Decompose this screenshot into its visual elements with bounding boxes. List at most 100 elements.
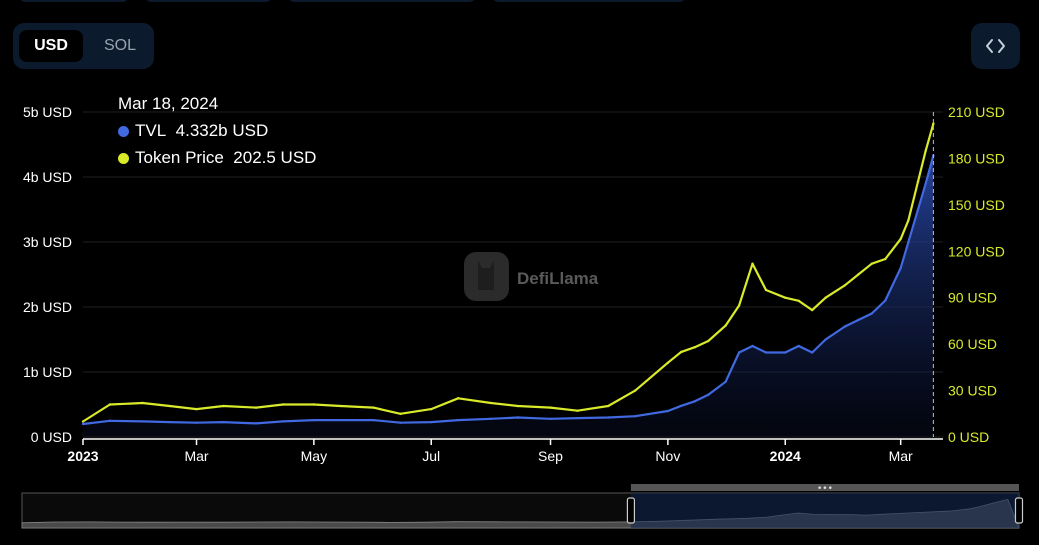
token-price-point	[222, 404, 225, 408]
token-price-point	[843, 284, 847, 287]
tooltip-price-label: Token Price	[135, 148, 224, 167]
tvl-point	[680, 404, 683, 407]
token-price-point	[549, 406, 552, 409]
brush-selection[interactable]	[630, 493, 1019, 528]
token-price-point	[824, 296, 827, 299]
token-price-point	[924, 149, 927, 152]
tvl-point	[751, 344, 754, 348]
tvl-point	[549, 417, 552, 420]
currency-option-sol[interactable]: SOL	[103, 37, 136, 54]
tooltip-date: Mar 18, 2024	[118, 94, 219, 113]
tvl-point	[339, 418, 343, 422]
x-tick-label: Nov	[655, 448, 680, 464]
token-price-point	[810, 308, 814, 312]
tvl-point	[907, 240, 910, 244]
token-price-point	[666, 361, 670, 364]
y-right-tick-label: 90 USD	[948, 290, 997, 306]
token-price-point	[737, 304, 741, 307]
tvl-point	[764, 351, 768, 354]
token-price-point	[693, 346, 697, 349]
x-tick-label: 2024	[770, 448, 801, 464]
tvl-point	[607, 416, 610, 419]
token-price-point	[312, 403, 316, 406]
tvl-point	[456, 418, 460, 422]
tvl-point	[884, 299, 887, 302]
y-left-tick-label: 3b USD	[23, 234, 72, 250]
tvl-point	[724, 380, 727, 383]
top-control-stub-1[interactable]	[20, 0, 128, 2]
token-price-point	[141, 401, 144, 405]
series-group	[81, 112, 935, 437]
tvl-point	[254, 422, 258, 425]
token-price-point	[576, 409, 579, 412]
tooltip-tvl-value: 4.332b USD	[175, 121, 269, 140]
tvl-point	[576, 416, 579, 420]
token-price-point	[680, 350, 683, 354]
token-price-point	[899, 237, 902, 241]
token-price-point	[784, 296, 787, 299]
tvl-point	[810, 351, 814, 354]
tooltip-price-value: 202.5 USD	[233, 148, 317, 167]
brush-grip-icon: •••	[817, 484, 833, 494]
tvl-point	[870, 312, 874, 315]
token-price-point	[884, 257, 887, 261]
price-dot-icon	[118, 153, 129, 164]
range-brush[interactable]: •••	[21, 484, 1024, 529]
token-price-point	[456, 397, 460, 400]
x-tick-label: Sep	[538, 448, 563, 464]
token-price-point	[607, 404, 610, 408]
token-price-point	[870, 262, 874, 265]
y-left-tick-label: 4b USD	[23, 169, 72, 185]
tvl-point	[141, 420, 144, 423]
x-tick-label: Mar	[184, 448, 208, 464]
tvl-point	[108, 419, 112, 422]
y-right-tick-label: 30 USD	[948, 383, 997, 399]
tvl-point	[633, 415, 637, 418]
tvl-point	[924, 182, 927, 185]
y-right-tick-label: 60 USD	[948, 336, 997, 352]
token-price-point	[195, 407, 198, 411]
token-price-point	[339, 404, 343, 408]
token-price-point	[916, 180, 920, 183]
token-price-point	[254, 406, 258, 409]
top-control-stub-2[interactable]	[146, 0, 271, 2]
token-price-point	[108, 403, 112, 406]
brush-handle-right[interactable]	[1014, 497, 1024, 524]
tvl-point	[372, 418, 375, 422]
tvl-point	[168, 420, 171, 424]
token-price-point	[516, 404, 520, 408]
tvl-point	[222, 420, 225, 424]
brush-handle-left[interactable]	[626, 497, 636, 524]
tvl-point	[516, 416, 520, 419]
token-price-point	[81, 420, 85, 423]
tvl-point	[843, 325, 847, 328]
top-control-stub-4[interactable]	[493, 0, 685, 2]
token-price-point	[430, 407, 433, 411]
tvl-area	[83, 155, 934, 437]
tvl-point	[281, 420, 285, 423]
x-tick-label: 2023	[67, 448, 98, 464]
x-tick-label: Jul	[422, 448, 440, 464]
tvl-point	[824, 338, 827, 341]
embed-code-button[interactable]	[971, 23, 1020, 69]
tooltip-row-tvl: TVL 4.332b USD	[118, 118, 316, 145]
y-right-tick-label: 180 USD	[948, 150, 1005, 166]
token-price-point	[724, 324, 727, 327]
top-control-stub-3[interactable]	[289, 0, 475, 2]
tvl-dot-icon	[118, 126, 129, 137]
token-price-point	[907, 219, 910, 222]
brush-move-bar[interactable]	[630, 484, 1019, 491]
currency-option-usd[interactable]: USD	[19, 30, 83, 62]
tvl-point	[916, 208, 920, 211]
tvl-point	[312, 418, 316, 422]
tvl-point	[81, 422, 85, 426]
y-right-tick-label: 210 USD	[948, 104, 1005, 120]
tvl-point	[784, 351, 787, 354]
y-left-tick-label: 0 USD	[31, 429, 72, 445]
token-price-point	[707, 339, 710, 343]
tooltip-row-price: Token Price 202.5 USD	[118, 145, 316, 172]
tooltip-tvl-label: TVL	[135, 121, 167, 140]
tvl-point	[737, 351, 741, 354]
token-price-point	[399, 412, 402, 415]
